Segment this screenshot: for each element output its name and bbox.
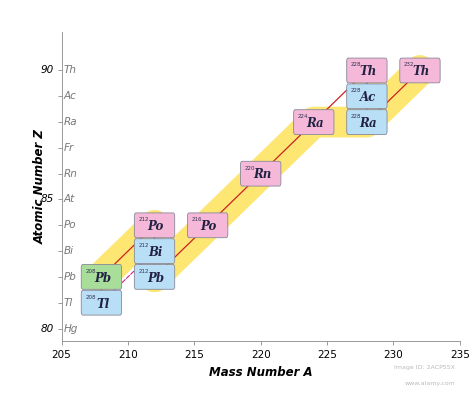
Text: Po: Po [64, 220, 76, 230]
FancyBboxPatch shape [134, 239, 175, 264]
Y-axis label: Atomic Number Z: Atomic Number Z [34, 129, 47, 244]
Text: Tl: Tl [96, 297, 109, 310]
Text: Pb: Pb [94, 272, 111, 285]
Text: Tl: Tl [64, 298, 73, 308]
Text: Pb: Pb [64, 272, 76, 282]
Text: Po: Po [148, 220, 164, 233]
Text: Bi: Bi [64, 246, 73, 256]
FancyBboxPatch shape [346, 58, 387, 83]
Text: 90: 90 [40, 66, 54, 75]
FancyBboxPatch shape [187, 213, 228, 238]
Text: At: At [64, 195, 75, 204]
Text: Pb: Pb [147, 272, 164, 285]
Text: 212: 212 [138, 243, 149, 248]
Text: Fr: Fr [64, 143, 74, 153]
FancyBboxPatch shape [134, 213, 175, 238]
FancyBboxPatch shape [81, 264, 122, 289]
X-axis label: Mass Number A: Mass Number A [209, 366, 312, 379]
Text: 216: 216 [191, 217, 202, 222]
FancyBboxPatch shape [240, 161, 281, 186]
Text: 208: 208 [85, 269, 96, 274]
Text: 224: 224 [298, 114, 309, 119]
Text: 232: 232 [404, 62, 415, 67]
Text: Bi: Bi [149, 246, 163, 259]
Text: Image ID: 2ACP55X: Image ID: 2ACP55X [394, 365, 455, 370]
Text: Ra: Ra [359, 117, 377, 130]
Text: Hg: Hg [64, 324, 78, 333]
FancyBboxPatch shape [346, 84, 387, 109]
Text: www.alamy.com: www.alamy.com [404, 381, 455, 386]
Text: Ra: Ra [64, 117, 77, 127]
Text: 228: 228 [351, 114, 362, 119]
Text: 208: 208 [85, 295, 96, 300]
Text: Po: Po [201, 220, 217, 233]
Text: Rn: Rn [64, 169, 77, 179]
FancyBboxPatch shape [134, 264, 175, 289]
FancyBboxPatch shape [81, 290, 122, 315]
Text: Th: Th [64, 66, 77, 75]
Text: 228: 228 [351, 62, 362, 67]
Text: 228: 228 [351, 88, 362, 93]
Text: 220: 220 [245, 166, 255, 171]
Text: 212: 212 [138, 217, 149, 222]
Text: 80: 80 [40, 324, 54, 333]
FancyBboxPatch shape [400, 58, 440, 83]
FancyBboxPatch shape [346, 110, 387, 135]
Text: Ra: Ra [306, 117, 324, 130]
Text: 85: 85 [40, 195, 54, 204]
Text: Rn: Rn [253, 168, 271, 181]
FancyBboxPatch shape [293, 110, 334, 135]
Text: 212: 212 [138, 269, 149, 274]
Text: Th: Th [413, 65, 430, 78]
Text: Th: Th [360, 65, 377, 78]
Text: alamy: alamy [19, 367, 71, 382]
Text: Ac: Ac [64, 91, 76, 101]
Text: Ac: Ac [360, 91, 376, 104]
